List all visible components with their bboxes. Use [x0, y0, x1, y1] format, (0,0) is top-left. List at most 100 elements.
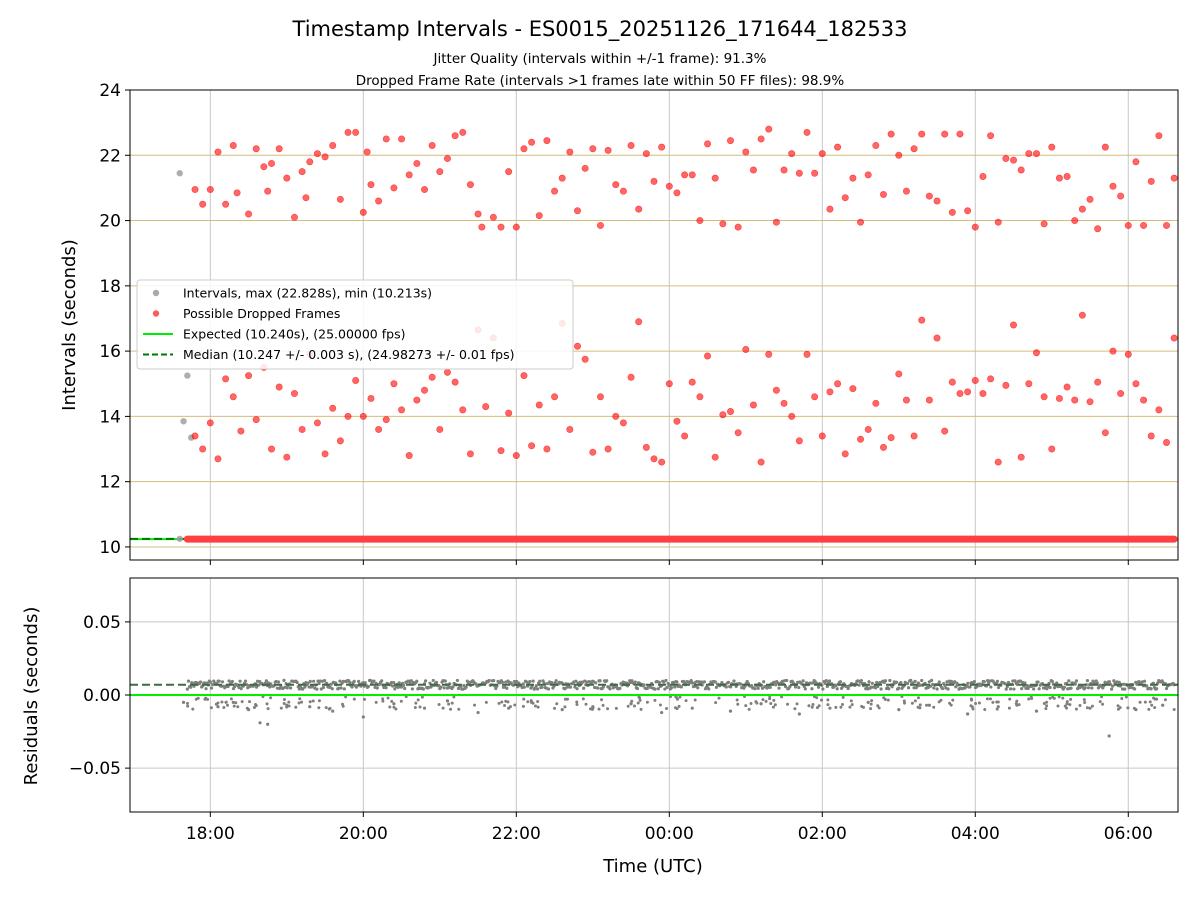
- dropped-frame-point-upper-116: [1055, 174, 1063, 182]
- residual-point-32: [220, 680, 225, 684]
- residual-low-point-110: [555, 702, 559, 706]
- residual-point-349: [568, 685, 573, 689]
- dropped-frame-point-lower-85: [841, 450, 849, 458]
- bottom-y-axis-label: Residuals (seconds): [21, 607, 42, 786]
- top-y-tick-label-3: 16: [99, 342, 121, 362]
- residual-point-234: [442, 686, 446, 690]
- residual-low-point-0: [902, 699, 906, 703]
- dropped-frame-point-upper-52: [566, 148, 574, 156]
- dropped-frame-point-upper-41: [478, 223, 486, 231]
- residual-low-point-128: [714, 701, 718, 705]
- dropped-frame-point-lower-38: [482, 403, 490, 411]
- dropped-frame-point-lower-113: [1055, 394, 1063, 402]
- dropped-frame-point-lower-51: [581, 355, 589, 363]
- residual-point-640: [888, 678, 892, 683]
- dropped-frame-point-upper-90: [857, 218, 865, 226]
- dropped-frame-point-upper-83: [803, 128, 811, 136]
- residual-point-821: [1086, 686, 1091, 690]
- residual-outlier-9: [361, 715, 365, 719]
- residual-low-point-186: [772, 698, 776, 702]
- residual-low-point-184: [693, 698, 697, 702]
- residual-low-point-190: [363, 697, 367, 701]
- dropped-frame-point-upper-109: [1002, 155, 1010, 163]
- residual-low-point-48: [903, 701, 907, 705]
- dropped-frame-point-upper-54: [581, 164, 589, 172]
- residual-point-614: [859, 678, 863, 683]
- x-axis-label: Time (UTC): [602, 856, 703, 877]
- dropped-frame-point-upper-65: [665, 182, 673, 190]
- residual-low-point-154: [1078, 703, 1082, 707]
- residual-low-point-206: [374, 700, 378, 704]
- residual-outlier-19: [660, 710, 664, 715]
- residual-low-point-20: [597, 707, 601, 711]
- dropped-frame-point-lower-81: [811, 393, 819, 401]
- residual-low-point-102: [1027, 697, 1031, 701]
- dropped-frame-point-lower-111: [1040, 393, 1048, 401]
- residual-point-624: [870, 681, 874, 685]
- residual-point-139: [338, 679, 342, 683]
- residual-outlier-14: [507, 706, 511, 710]
- residual-point-557: [797, 685, 801, 690]
- legend-label-1: Possible Dropped Frames: [183, 306, 340, 321]
- dropped-frame-point-lower-52: [589, 448, 597, 456]
- residual-low-point-6: [850, 703, 854, 707]
- dropped-frame-point-lower-89: [872, 399, 880, 407]
- x-tick-label-2: 22:00: [492, 824, 541, 844]
- residual-point-43: [232, 685, 237, 689]
- dropped-frame-point-upper-62: [642, 150, 650, 158]
- dropped-frame-point-lower-10: [268, 445, 276, 453]
- residual-point-713: [968, 685, 972, 689]
- dropped-frame-point-upper-110: [1010, 156, 1018, 164]
- residual-point-760: [1019, 687, 1024, 691]
- residual-low-point-121: [601, 703, 605, 707]
- residual-low-point-229: [795, 702, 799, 706]
- dropped-frame-point-upper-13: [283, 174, 291, 182]
- dropped-frame-point-lower-98: [941, 427, 949, 435]
- residual-outlier-7: [308, 705, 312, 709]
- residual-point-636: [883, 679, 888, 683]
- dropped-frame-point-lower-71: [734, 429, 742, 437]
- dropped-frame-point-lower-91: [887, 434, 895, 442]
- dropped-frame-point-upper-6: [233, 189, 241, 197]
- dropped-frame-point-lower-119: [1101, 429, 1109, 437]
- dropped-frame-point-lower-6: [237, 427, 245, 435]
- residual-outlier-20: [690, 706, 694, 710]
- residual-low-point-139: [441, 706, 445, 710]
- residual-low-point-216: [521, 704, 525, 708]
- residual-outlier-4: [258, 721, 262, 725]
- residual-low-point-2: [226, 703, 230, 707]
- dropped-frame-point-lower-12: [283, 453, 291, 461]
- dropped-frame-point-upper-20: [329, 141, 337, 149]
- dropped-frame-point-upper-71: [711, 174, 719, 182]
- residual-point-41: [230, 679, 234, 684]
- dropped-frame-point-lower-107: [1010, 321, 1018, 329]
- residual-point-739: [996, 685, 1001, 690]
- residual-low-point-168: [988, 697, 992, 701]
- dropped-frame-point-upper-89: [849, 174, 857, 182]
- dropped-frame-point-lower-90: [879, 443, 887, 451]
- dropped-frame-point-upper-64: [658, 143, 666, 151]
- dropped-frame-point-upper-38: [459, 128, 467, 136]
- dropped-frame-point-lower-99: [948, 378, 956, 386]
- interval-point-0: [176, 170, 183, 177]
- residual-point-22: [209, 686, 214, 690]
- residual-low-point-40: [626, 704, 630, 708]
- dropped-frame-point-upper-93: [879, 190, 887, 198]
- dropped-frame-point-lower-19: [336, 437, 344, 445]
- top-y-axis-label: Intervals (seconds): [59, 239, 80, 411]
- dropped-frame-point-lower-7: [245, 372, 253, 380]
- residual-outlier-26: [897, 708, 901, 712]
- residual-outlier-16: [560, 708, 564, 712]
- dropped-frame-point-upper-113: [1032, 150, 1040, 158]
- dropped-frame-point-lower-102: [971, 376, 979, 384]
- dropped-frame-point-lower-82: [818, 432, 826, 440]
- dropped-frame-point-lower-0: [191, 432, 199, 440]
- residual-low-point-205: [1172, 708, 1176, 712]
- residual-point-732: [989, 685, 993, 689]
- residual-low-point-197: [575, 700, 579, 704]
- residual-low-point-248: [985, 697, 989, 701]
- residual-low-point-194: [674, 695, 678, 699]
- dropped-frame-point-upper-9: [260, 163, 268, 171]
- residual-point-434: [662, 680, 666, 684]
- residual-low-point-211: [416, 698, 420, 702]
